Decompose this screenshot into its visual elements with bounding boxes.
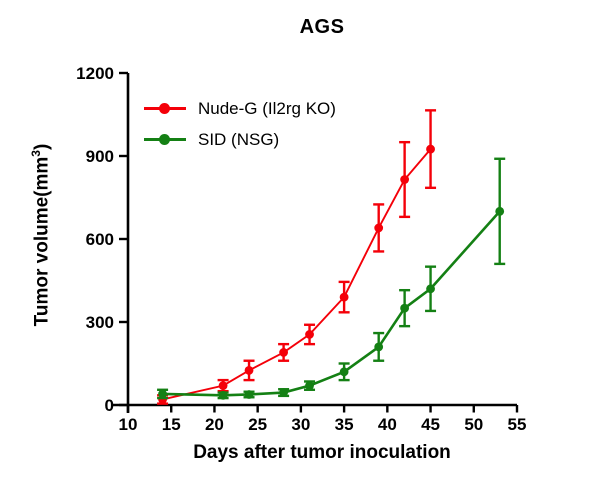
chart-title: AGS [299,16,345,38]
svg-text:600: 600 [86,230,114,249]
data-point [279,388,288,397]
svg-text:25: 25 [248,415,267,434]
svg-text:30: 30 [291,415,310,434]
legend-dot-green [159,134,170,145]
data-point [426,144,435,154]
data-point [305,330,314,339]
tick-marks [119,71,519,413]
svg-text:300: 300 [86,313,114,332]
svg-text:40: 40 [378,415,397,434]
legend-dot-red [159,103,170,114]
series-1 [157,157,506,400]
svg-text:0: 0 [105,396,114,415]
data-point [426,284,435,294]
y-axis-label-close: ) [31,143,53,151]
svg-text:35: 35 [335,415,354,434]
data-point [339,367,349,377]
y-axis-label-text: Tumor volume(mm [31,156,53,327]
tick-labels: 0 300 600 900 1200 10 15 20 25 30 35 40 45 50 55 [76,64,526,434]
series-0 [157,109,437,405]
x-axis-label: Days after tumor inoculation [193,442,451,463]
legend: Nude-G (Il2rg KO) SID (NSG) [144,95,336,153]
data-point [374,342,384,352]
data-point [374,223,384,233]
svg-text:20: 20 [205,415,224,434]
y-axis-label-superscript: 3 [29,150,43,157]
svg-text:900: 900 [86,147,114,166]
legend-label-sid: SID (NSG) [198,129,280,149]
svg-text:55: 55 [508,415,527,434]
data-point [244,366,254,375]
svg-text:45: 45 [421,415,440,434]
legend-marker-red-line-dot-icon [144,102,186,115]
svg-text:50: 50 [464,415,483,434]
legend-marker-green-line-dot-icon [144,133,186,146]
data-point [495,206,505,216]
axes [113,73,517,413]
data-point [279,348,288,357]
data-point [400,175,410,184]
data-point [400,303,410,313]
data-point [218,390,228,400]
svg-text:15: 15 [162,415,181,434]
legend-item-sid: SID (NSG) [144,126,336,153]
data-point [305,381,314,391]
svg-text:10: 10 [119,415,138,434]
y-axis-label: Tumor volume(mm3) [23,65,53,405]
data-point [158,389,167,399]
data-point [339,292,349,302]
legend-label-nude-g: Nude-G (Il2rg KO) [198,98,336,118]
svg-text:1200: 1200 [76,64,114,83]
data-point [244,390,254,399]
legend-item-nude-g: Nude-G (Il2rg KO) [144,95,336,122]
data-point [218,381,228,391]
